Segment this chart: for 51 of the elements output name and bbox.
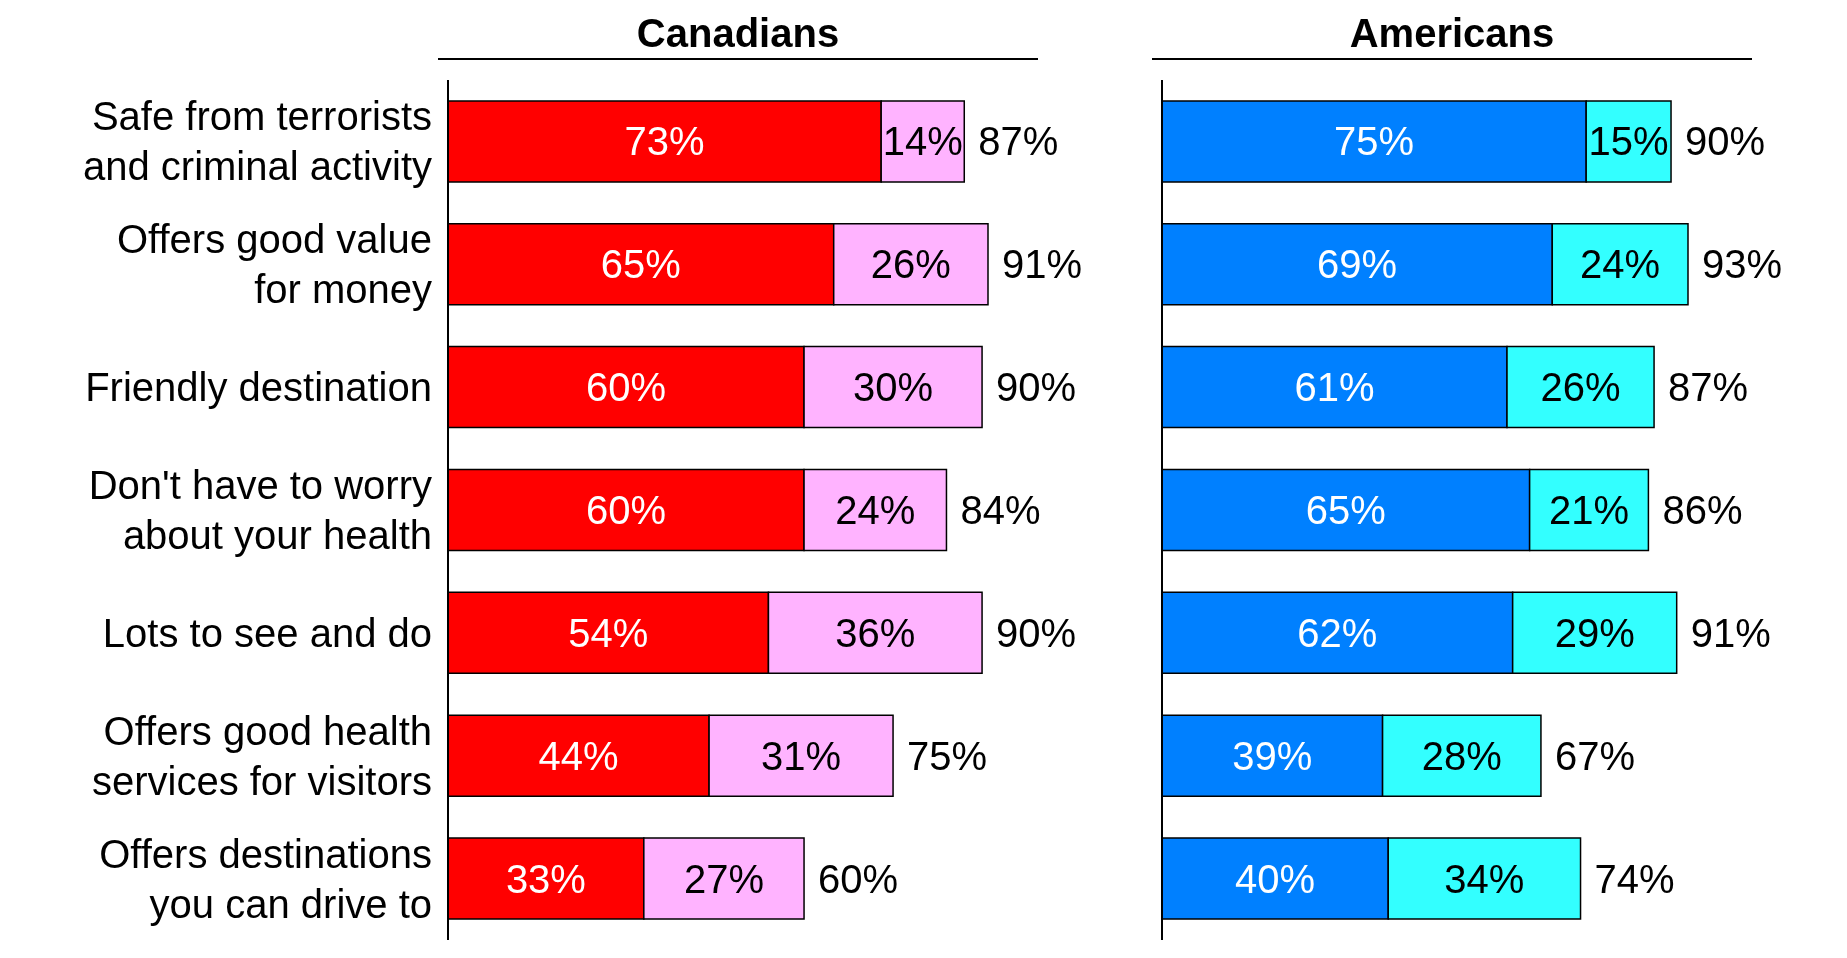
data-label: 29%: [1554, 610, 1635, 655]
total-label: 91%: [1002, 242, 1083, 287]
data-label: 26%: [870, 242, 951, 287]
data-label: 21%: [1548, 487, 1630, 532]
y-tick-label: Safe from terrorists and criminal activity: [82, 94, 432, 189]
data-label: 15%: [1588, 119, 1669, 164]
y-tick-label: Offers good value for money: [116, 217, 432, 312]
data-label: 62%: [1297, 610, 1378, 655]
data-label: 27%: [683, 856, 764, 901]
data-label: 60%: [585, 487, 667, 532]
data-label: 69%: [1317, 242, 1398, 287]
data-label: 28%: [1421, 733, 1502, 778]
data-label: 75%: [1334, 119, 1415, 164]
total-label: 91%: [1690, 610, 1771, 655]
y-tick-label: Friendly destination: [85, 365, 432, 410]
total-label: 90%: [996, 365, 1077, 410]
total-label: 87%: [1668, 365, 1749, 410]
total-label: 93%: [1702, 242, 1783, 287]
data-label: 54%: [568, 610, 649, 655]
data-label: 61%: [1294, 365, 1375, 410]
total-label: 86%: [1662, 487, 1743, 532]
total-label: 75%: [907, 733, 988, 778]
total-label: 90%: [996, 610, 1077, 655]
data-label: 24%: [1580, 242, 1661, 287]
chart-title: Americans: [1152, 8, 1752, 60]
chart-title: Canadians: [438, 8, 1038, 60]
y-tick-label: Lots to see and do: [102, 610, 432, 655]
total-label: 67%: [1554, 733, 1636, 778]
data-label: 14%: [882, 119, 963, 164]
total-label: 84%: [960, 487, 1041, 532]
data-label: 36%: [835, 610, 916, 655]
data-label: 40%: [1235, 856, 1316, 901]
data-label: 24%: [835, 487, 916, 532]
y-tick-label: Don't have to worry about your health: [88, 463, 432, 557]
total-label: 74%: [1594, 856, 1675, 901]
data-label: 31%: [761, 733, 842, 778]
data-label: 26%: [1540, 365, 1621, 410]
data-label: 65%: [1305, 487, 1386, 532]
data-label: 65%: [600, 242, 681, 287]
y-tick-label: Offers destinations you can drive to: [99, 831, 432, 926]
data-label: 34%: [1444, 856, 1525, 901]
data-label: 44%: [538, 733, 619, 778]
data-label: 60%: [585, 365, 667, 410]
data-label: 33%: [505, 856, 586, 901]
total-label: 60%: [818, 856, 899, 901]
data-label: 30%: [853, 365, 934, 410]
y-tick-label: Offers good health services for visitors: [91, 708, 432, 803]
data-label: 73%: [624, 119, 705, 164]
data-label: 39%: [1232, 733, 1313, 778]
total-label: 90%: [1685, 119, 1766, 164]
total-label: 87%: [978, 119, 1059, 164]
